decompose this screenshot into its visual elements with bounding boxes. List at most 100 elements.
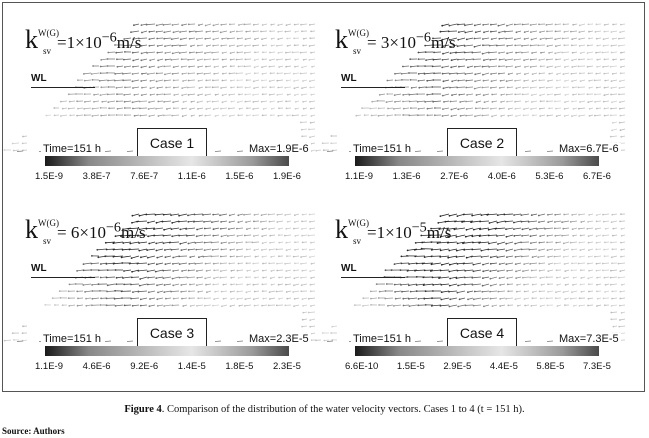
vector-head (172, 297, 175, 300)
velocity-vector (524, 150, 532, 152)
vector-head (515, 87, 518, 90)
velocity-vector (610, 276, 618, 278)
velocity-vector (140, 297, 148, 300)
vector-head (236, 37, 239, 40)
time-label: Time=151 h (351, 333, 413, 345)
vector-head (91, 255, 93, 257)
vector-head (478, 235, 481, 237)
vector-head (496, 235, 498, 237)
vector-head (421, 241, 424, 244)
vector-head (529, 276, 531, 279)
vector-head (555, 58, 557, 61)
vector-head (377, 114, 380, 117)
vector-head (285, 100, 287, 103)
velocity-vector (578, 227, 586, 230)
vector-head (539, 115, 542, 117)
vector-head (230, 276, 233, 279)
vector-head (138, 284, 141, 287)
velocity-vector (571, 72, 578, 75)
vector-head (147, 291, 150, 294)
vector-head (294, 65, 296, 68)
velocity-vector (172, 114, 180, 116)
velocity-vector (440, 234, 450, 237)
vector-head (505, 297, 507, 300)
velocity-vector (515, 241, 522, 244)
scale-tick: 7.6E-7 (130, 171, 159, 182)
vector-head (564, 80, 566, 82)
velocity-vector (178, 220, 188, 222)
vector-head (596, 44, 599, 47)
velocity-vector (456, 276, 466, 279)
velocity-vector (481, 255, 490, 258)
vector-head (221, 101, 224, 104)
velocity-vector (466, 86, 474, 88)
vector-head (132, 38, 135, 41)
vector-head (123, 38, 126, 40)
vector-head (67, 297, 70, 300)
vector-head (539, 107, 541, 110)
vector-head (196, 72, 199, 75)
velocity-vector (515, 100, 522, 103)
vector-head (457, 284, 459, 287)
vector-head (385, 101, 388, 103)
vector-head (531, 256, 534, 258)
figure-frame: kW(G)sv =1×10−6m/s WL Time=151 h Case 1 M… (2, 2, 645, 392)
vector-head (430, 249, 433, 251)
vector-head (139, 304, 142, 307)
vector-head (587, 277, 590, 280)
velocity-vector (497, 248, 506, 251)
vector-head (294, 249, 296, 251)
water-level-label: WL (341, 73, 357, 84)
vector-head (450, 66, 453, 69)
velocity-vector (431, 248, 442, 251)
velocity-vector (515, 65, 522, 68)
vector-head (113, 297, 116, 300)
vector-head (262, 297, 265, 300)
velocity-vector (487, 213, 498, 216)
velocity-vector (171, 290, 180, 292)
velocity-vector (261, 213, 268, 216)
velocity-vector (578, 58, 586, 60)
velocity-vector (147, 51, 156, 54)
velocity-vector (309, 44, 316, 47)
vector-head (471, 51, 474, 54)
velocity-vector (147, 283, 156, 285)
velocity-vector (443, 86, 450, 89)
velocity-vector (482, 51, 490, 55)
velocity-vector (137, 234, 148, 237)
vector-head (430, 241, 433, 243)
velocity-vector (146, 23, 156, 26)
vector-head (378, 290, 381, 293)
velocity-vector (121, 255, 132, 258)
vector-head (206, 100, 209, 103)
vector-head (402, 65, 404, 68)
vector-head (139, 278, 142, 280)
vector-head (588, 30, 590, 33)
vector-head (293, 87, 296, 90)
vector-head (410, 87, 413, 89)
vector-head (157, 66, 160, 69)
vector-head (140, 52, 143, 55)
vector-head (229, 305, 232, 307)
vector-head (330, 332, 333, 334)
velocity-vector (472, 241, 482, 243)
vector-head (76, 290, 79, 293)
velocity-vector (490, 58, 498, 61)
vector-head (193, 220, 195, 223)
vector-head (595, 248, 598, 251)
vector-head (58, 290, 61, 292)
vector-head (331, 325, 334, 328)
vector-head (506, 270, 509, 272)
vector-head (520, 214, 523, 216)
vector-head (237, 114, 240, 117)
vector-head (555, 291, 557, 294)
vector-head (114, 79, 116, 82)
vector-head (514, 263, 517, 265)
vector-head (99, 276, 102, 279)
velocity-vector (153, 227, 164, 230)
velocity-vector (441, 290, 450, 293)
vector-head (261, 73, 264, 75)
velocity-vector (237, 290, 244, 292)
vector-head (145, 213, 148, 216)
vector-head (587, 241, 590, 244)
